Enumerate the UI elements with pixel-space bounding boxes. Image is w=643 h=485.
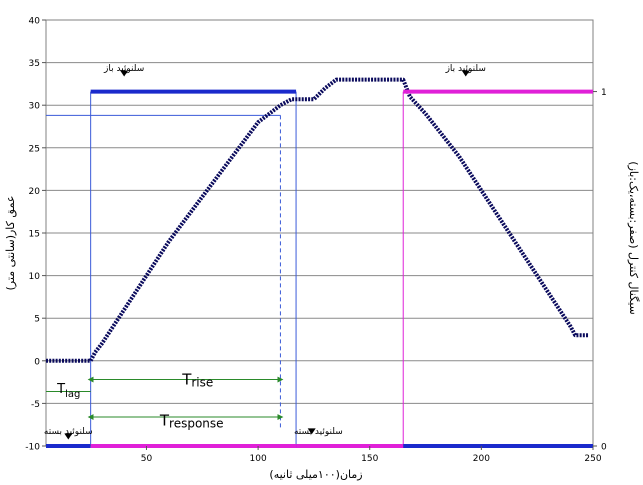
annotation-label: سلنوئید باز <box>103 64 144 74</box>
y2-tick-label: 1 <box>601 88 607 98</box>
series-layer <box>46 77 593 448</box>
y2-tick-label: 0 <box>601 443 607 453</box>
pointer-triangle <box>307 428 316 435</box>
x-tick-label: 100 <box>250 454 267 464</box>
y-tick-label: 35 <box>29 59 40 69</box>
pointer-triangle <box>120 70 129 77</box>
x-tick-label: 150 <box>361 454 378 464</box>
y-tick-label: 15 <box>29 230 40 240</box>
y-axis-label: عمق کار(سانتی متر) <box>4 196 18 291</box>
x-axis-label: زمان(۱۰۰میلی ثانیه) <box>269 468 362 481</box>
y-tick-label: 30 <box>29 102 41 112</box>
annotation-lag: Tlag <box>56 382 80 400</box>
y-tick-label: -10 <box>25 443 40 453</box>
y-axis-tick-labels: -10 -5 0 5 10 15 20 25 30 35 40 <box>25 17 46 453</box>
annotation-label: سلنوئید بسته <box>294 427 343 437</box>
y-tick-label: 40 <box>29 17 41 27</box>
series-depth-line <box>46 77 589 363</box>
y-tick-label: 20 <box>29 187 41 197</box>
x-tick-label: 50 <box>141 454 153 464</box>
annotation-label: سلنوئید باز <box>445 64 486 74</box>
y-tick-label: 10 <box>29 272 41 282</box>
pointer-triangle <box>64 433 73 440</box>
x-axis-tick-labels: 50 100 150 200 250 <box>141 446 602 464</box>
y-tick-label: 0 <box>34 357 40 367</box>
y-tick-label: 25 <box>29 144 40 154</box>
annotation-response: Tresponse <box>159 412 224 431</box>
y-tick-label: 5 <box>34 315 40 325</box>
y-tick-label: -5 <box>31 400 40 410</box>
x-tick-label: 250 <box>584 454 601 464</box>
annotations: سلنوئید باز سلنوئید باز سلنوئید بسته سلنوئی… <box>44 64 486 437</box>
annotation-rise: Trise <box>181 371 213 390</box>
y2-axis-tick-labels: 01 <box>593 88 607 453</box>
x-tick-label: 200 <box>473 454 490 464</box>
pointer-triangle <box>461 70 470 77</box>
y2-axis-label: سیگنال کنترل (صفر:بسته،یک:باز) <box>627 161 640 314</box>
annotation-label: سلنوئید بسته <box>44 427 93 437</box>
interval-arrows <box>46 70 470 440</box>
